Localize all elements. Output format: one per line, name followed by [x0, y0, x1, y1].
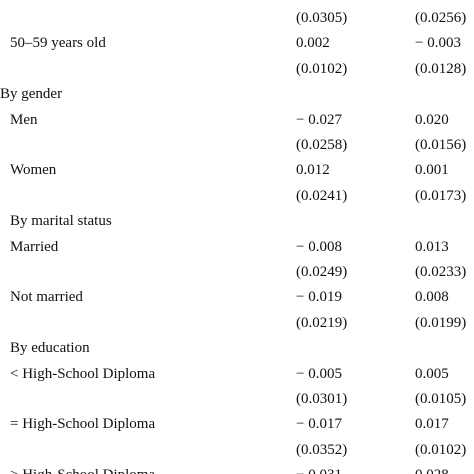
value-cell: − 0.005 — [296, 365, 342, 382]
value-cell: 0.002 — [296, 35, 330, 52]
value-cell: − 0.019 — [296, 289, 342, 306]
value-cell: 0.013 — [415, 238, 449, 255]
value-cell: (0.0256) — [415, 10, 467, 26]
value-cell: 0.020 — [415, 111, 449, 128]
value-cell: − 0.027 — [296, 111, 342, 128]
value-cell: (0.0241) — [296, 187, 348, 204]
value-cell: (0.0173) — [415, 187, 467, 204]
value-cell: (0.0219) — [296, 314, 348, 331]
value-cell: 0.012 — [296, 162, 330, 179]
row-label: = High-School Diploma — [10, 416, 156, 433]
row-label: Married — [10, 238, 59, 255]
row-label: Not married — [10, 289, 83, 306]
value-cell: 0.028 — [415, 465, 449, 474]
value-cell: 0.005 — [415, 365, 449, 382]
value-cell: (0.0301) — [296, 391, 348, 407]
value-cell: 0.008 — [415, 289, 449, 306]
value-cell: (0.0249) — [296, 264, 348, 280]
row-label: Men — [10, 111, 38, 128]
value-cell: − 0.017 — [296, 416, 342, 433]
value-cell: 0.001 — [415, 162, 449, 179]
value-cell: (0.0199) — [415, 314, 467, 331]
value-cell: − 0.003 — [415, 35, 461, 52]
value-cell: (0.0156) — [415, 137, 467, 153]
section-heading: By marital status — [10, 213, 112, 230]
section-heading: By gender — [0, 86, 63, 103]
value-cell: (0.0233) — [415, 264, 467, 280]
value-cell: − 0.008 — [296, 238, 342, 255]
row-label: Women — [10, 162, 57, 179]
value-cell: (0.0305) — [296, 10, 348, 26]
value-cell: (0.0102) — [415, 441, 467, 458]
value-cell: 0.017 — [415, 416, 449, 433]
value-cell: (0.0258) — [296, 137, 348, 153]
row-label: > High-School Diploma — [10, 465, 155, 474]
value-cell: (0.0105) — [415, 391, 467, 407]
section-heading: By education — [10, 340, 90, 357]
value-cell: − 0.031 — [296, 465, 342, 474]
row-label: 50–59 years old — [10, 35, 106, 52]
value-cell: (0.0352) — [296, 441, 348, 458]
row-label: < High-School Diploma — [10, 365, 156, 382]
value-cell: (0.0102) — [296, 60, 348, 77]
value-cell: (0.0128) — [415, 60, 467, 77]
